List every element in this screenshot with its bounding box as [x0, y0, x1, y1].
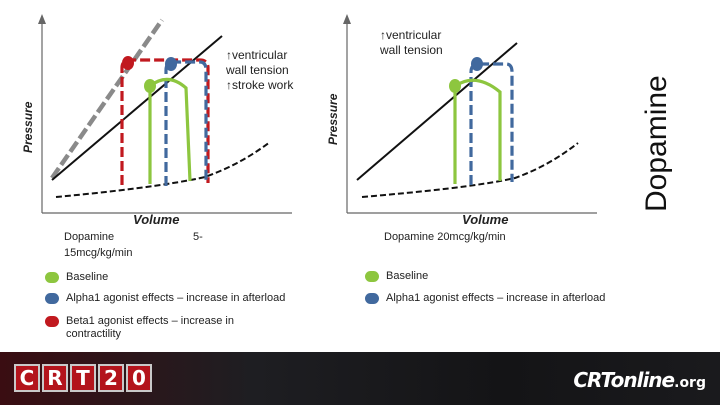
left-pv-plot [38, 14, 292, 214]
right-espvr-line [356, 42, 518, 181]
left-legend-alpha-label: Alpha1 agonist effects – increase in aft… [66, 292, 286, 304]
beta-legend-swatch [45, 316, 59, 327]
left-beta-point [122, 56, 134, 70]
right-legend-baseline-label: Baseline [386, 270, 429, 282]
crtonline-logo-main: CRTonline [573, 368, 675, 392]
baseline-legend-swatch [365, 271, 379, 282]
crt20-logo-letter: R [42, 364, 68, 392]
left-dose-label: Dopamine [64, 231, 115, 243]
left-legend-baseline-label: Baseline [66, 271, 109, 283]
crt20-logo-letter: T [70, 364, 96, 392]
right-baseline-loop [453, 78, 502, 184]
left-espvr-beta-line [50, 18, 164, 180]
right-alpha-point [471, 57, 483, 71]
crt20-logo-letter: 2 [98, 364, 124, 392]
left-baseline-loop [148, 77, 192, 184]
pv-loop-diagrams [38, 14, 597, 214]
left-annotation-line-3: ↑stroke work [226, 78, 294, 92]
right-legend-alpha: Alpha1 agonist effects – increase in aft… [365, 292, 605, 305]
left-espvr-baseline-line [51, 35, 223, 181]
right-legend-baseline: Baseline [365, 270, 428, 283]
left-dose-unit: 15mcg/kg/min [64, 247, 133, 259]
right-annotation-line-1: ↑ventricular [380, 28, 442, 42]
footer-bar: C R T 2 0 CRTonline.org [0, 352, 720, 405]
left-y-axis-arrowhead [38, 14, 46, 24]
left-legend-beta-label: Beta1 agonist effects – increase in cont… [66, 315, 234, 340]
right-edpvr-curve [361, 142, 579, 198]
right-pv-plot [343, 14, 597, 214]
alpha-legend-swatch [45, 293, 59, 304]
left-alpha-point [165, 57, 177, 71]
right-baseline-point [449, 79, 461, 93]
right-alpha-loop [469, 62, 514, 185]
left-annotation-line-1: ↑ventricular [226, 48, 288, 62]
right-annotation-line-2: wall tension [380, 43, 443, 57]
alpha-legend-swatch [365, 293, 379, 304]
left-legend-beta: Beta1 agonist effects – increase in cont… [45, 315, 255, 341]
crtonline-logo-suffix: .org [674, 375, 706, 391]
right-y-axis-label: Pressure [326, 93, 340, 145]
left-x-axis-label: Volume [133, 212, 180, 227]
side-title: Dopamine [640, 75, 673, 212]
baseline-legend-swatch [45, 272, 59, 283]
right-legend-alpha-label: Alpha1 agonist effects – increase in aft… [386, 292, 606, 304]
left-annotation: ↑ventricular wall tension ↑stroke work [226, 48, 293, 93]
left-baseline-point [144, 79, 156, 93]
crt20-logo-letter: 0 [126, 364, 152, 392]
left-legend-baseline: Baseline [45, 271, 108, 284]
left-legend-alpha: Alpha1 agonist effects – increase in aft… [45, 292, 285, 305]
left-y-axis-label: Pressure [21, 101, 35, 153]
crt20-logo: C R T 2 0 [14, 364, 152, 392]
right-annotation: ↑ventricular wall tension [380, 28, 443, 58]
left-dose-suffix: 5- [193, 231, 203, 243]
right-dose-label: Dopamine 20mcg/kg/min [384, 231, 506, 243]
right-x-axis-label: Volume [462, 212, 509, 227]
left-annotation-line-2: wall tension [226, 63, 289, 77]
right-y-axis-arrowhead [343, 14, 351, 24]
crt20-logo-letter: C [14, 364, 40, 392]
crtonline-logo: CRTonline.org [573, 368, 706, 392]
